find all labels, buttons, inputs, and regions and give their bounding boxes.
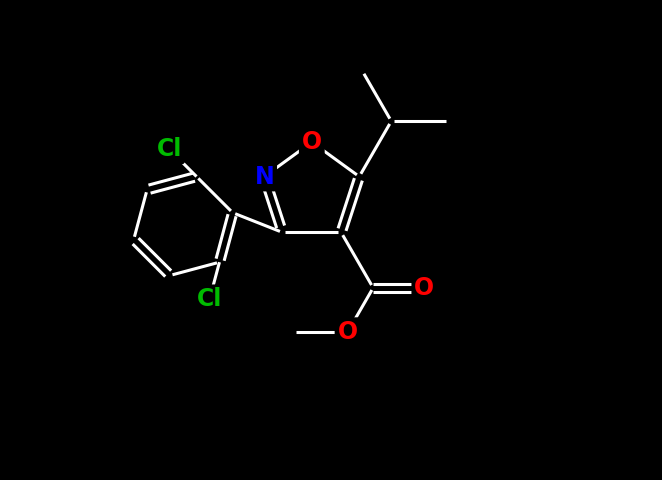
Text: N: N [254, 165, 274, 189]
Text: O: O [338, 320, 357, 344]
Text: O: O [302, 130, 322, 154]
Text: Cl: Cl [157, 137, 182, 161]
Text: Cl: Cl [197, 288, 222, 312]
Text: O: O [414, 276, 434, 300]
